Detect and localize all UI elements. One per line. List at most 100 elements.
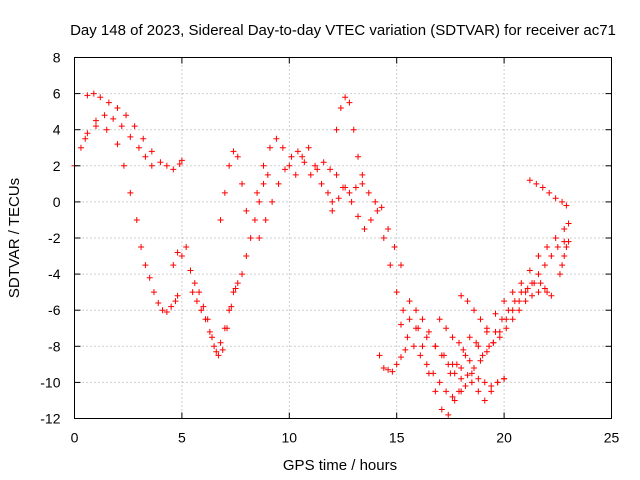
data-point — [312, 162, 319, 169]
data-point — [260, 162, 267, 169]
data-point — [419, 316, 426, 323]
data-point — [535, 253, 542, 260]
data-point — [544, 289, 551, 296]
data-point — [387, 262, 394, 269]
data-point — [522, 298, 529, 305]
data-point — [372, 198, 379, 205]
data-point — [488, 388, 495, 395]
grid-lines — [74, 57, 612, 419]
x-tick-labels: 0 5 10 15 20 25 — [71, 430, 620, 446]
data-point — [318, 180, 325, 187]
data-point — [226, 162, 233, 169]
y-tick-label: -12 — [40, 411, 60, 427]
data-point — [254, 189, 261, 196]
data-point — [438, 406, 445, 413]
data-point — [460, 346, 467, 353]
data-point — [279, 144, 286, 151]
data-point — [430, 370, 437, 377]
data-point — [397, 321, 404, 328]
data-point — [82, 135, 89, 142]
data-point — [503, 325, 510, 332]
data-point — [178, 157, 185, 164]
y-tick-label: -10 — [40, 374, 60, 390]
series-track-e — [189, 285, 239, 359]
data-point — [200, 303, 207, 310]
data-point — [477, 316, 484, 323]
data-point — [256, 235, 263, 241]
data-point — [191, 280, 198, 287]
data-point — [541, 285, 548, 292]
data-point — [415, 325, 422, 332]
data-point — [226, 307, 233, 314]
data-point — [445, 411, 452, 418]
data-point — [269, 198, 276, 205]
series-track-c — [82, 123, 181, 316]
data-point — [187, 267, 194, 274]
data-point — [509, 289, 516, 296]
data-point — [498, 316, 505, 323]
data-point — [90, 90, 97, 97]
data-point — [556, 271, 563, 278]
data-point — [436, 316, 443, 323]
data-point — [518, 280, 525, 287]
data-point — [447, 370, 454, 377]
data-point — [561, 253, 568, 260]
data-point — [419, 343, 426, 350]
data-point — [301, 159, 308, 166]
data-point — [391, 244, 398, 251]
data-point — [138, 244, 145, 251]
data-point — [183, 244, 190, 251]
data-point — [342, 184, 349, 191]
series-track-g — [254, 135, 336, 205]
data-point — [451, 397, 458, 404]
data-point — [176, 160, 183, 167]
data-point — [385, 366, 392, 373]
data-point — [234, 153, 241, 160]
y-tick-label: -8 — [48, 338, 61, 354]
data-point — [539, 184, 546, 191]
x-tick-label: 20 — [496, 430, 512, 446]
data-point — [526, 177, 533, 184]
data-point — [202, 316, 209, 323]
data-point — [213, 348, 220, 355]
data-point — [266, 144, 273, 151]
data-point — [170, 166, 177, 173]
data-point — [410, 343, 417, 350]
data-point — [481, 379, 488, 386]
axis-ticks — [74, 57, 612, 419]
data-point — [84, 130, 91, 137]
data-point — [563, 244, 570, 251]
data-point — [275, 180, 282, 187]
data-point — [355, 213, 362, 220]
data-point — [359, 180, 366, 187]
data-point — [511, 298, 518, 305]
data-point — [565, 220, 572, 227]
data-point — [110, 115, 117, 122]
data-point — [404, 334, 411, 341]
data-point — [365, 189, 372, 196]
data-point — [170, 262, 177, 269]
data-point — [172, 298, 179, 305]
data-point — [114, 105, 121, 112]
data-point — [247, 235, 254, 241]
data-point — [462, 383, 469, 390]
x-axis-label: GPS time / hours — [283, 457, 397, 474]
data-point — [105, 99, 112, 106]
data-point — [155, 299, 162, 306]
data-point — [526, 267, 533, 274]
data-point — [385, 225, 392, 232]
y-tick-labels: -12 -10 -8 -6 -4 -2 0 2 4 6 8 — [40, 50, 60, 427]
data-point — [524, 285, 531, 292]
data-point — [479, 352, 486, 359]
chart-title: Day 148 of 2023, Sidereal Day-to-day VTE… — [70, 22, 616, 39]
data-point — [533, 180, 540, 187]
data-point — [541, 262, 548, 269]
data-point — [133, 216, 140, 223]
data-point — [423, 361, 430, 368]
x-tick-label: 15 — [389, 430, 405, 446]
data-point — [402, 346, 409, 353]
data-point — [548, 253, 555, 260]
y-tick-label: 0 — [53, 194, 61, 210]
data-point — [146, 274, 153, 281]
data-point — [509, 316, 516, 323]
